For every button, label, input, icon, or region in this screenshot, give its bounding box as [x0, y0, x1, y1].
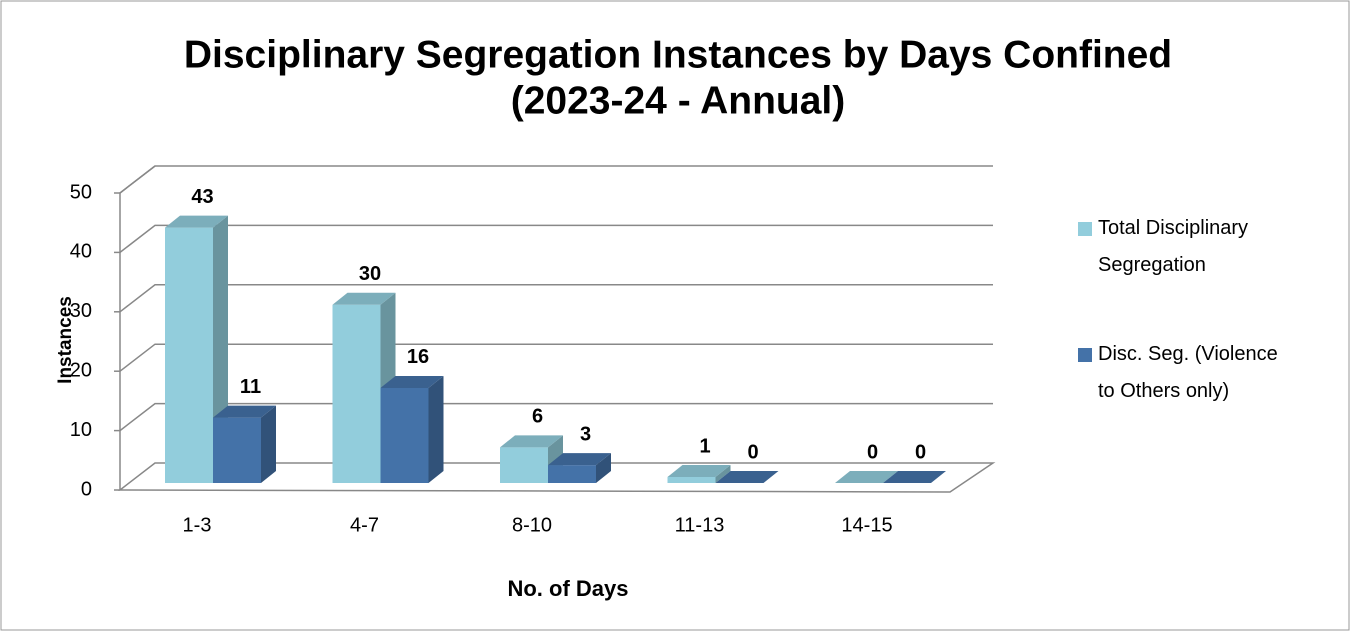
y-tick-label: 10	[70, 419, 92, 441]
grid-line	[119, 343, 993, 372]
bar-face	[213, 405, 276, 418]
bar	[380, 375, 444, 483]
x-tick-label: 1-3	[183, 514, 212, 536]
bar-face	[500, 447, 548, 483]
bar-face	[835, 471, 898, 483]
grid-line	[119, 284, 993, 313]
chart-title: Disciplinary Segregation Instances by Da…	[184, 33, 1172, 76]
bar	[715, 471, 779, 483]
bar	[500, 435, 563, 483]
bar	[667, 465, 731, 483]
y-tick-label: 20	[70, 359, 92, 381]
bar-face	[500, 435, 563, 448]
bar	[883, 471, 946, 483]
data-label: 0	[867, 441, 878, 463]
bar-face	[380, 387, 429, 483]
data-label: 0	[747, 441, 758, 463]
data-label: 16	[407, 346, 429, 368]
legend-label: Disc. Seg. (Violence to Others only)	[1098, 343, 1278, 402]
data-label: 11	[240, 376, 261, 398]
y-tick-label: 0	[81, 478, 92, 500]
bar-face	[715, 471, 779, 483]
grid-line	[119, 402, 993, 432]
legend-swatch	[1078, 348, 1092, 362]
bar-face	[332, 304, 381, 483]
data-label: 30	[359, 263, 381, 285]
y-tick-label: 30	[70, 300, 92, 322]
data-label: 6	[532, 406, 543, 428]
x-axis-title: No. of Days	[507, 576, 628, 601]
x-tick-label: 11-13	[675, 514, 725, 536]
bar	[835, 471, 898, 483]
bar-face	[596, 453, 611, 483]
bar-face	[165, 227, 213, 483]
y-tick-label: 40	[70, 241, 92, 263]
y-tick-label: 50	[70, 181, 92, 203]
bar-face	[667, 477, 716, 483]
data-label: 0	[915, 441, 926, 463]
legend-swatch	[1078, 222, 1092, 236]
bar-face	[548, 465, 596, 483]
x-tick-label: 14-15	[841, 514, 892, 536]
bar-face	[332, 292, 396, 305]
data-label: 1	[699, 435, 710, 457]
bar-face	[428, 375, 444, 483]
bar-face	[165, 215, 228, 228]
floor	[117, 462, 996, 493]
x-tick-label: 8-10	[512, 514, 552, 536]
bar-face	[883, 471, 946, 483]
legend-label: Total Disciplinary Segregation	[1098, 217, 1249, 276]
bar-face	[667, 465, 731, 478]
x-tick-label: 4-7	[350, 514, 379, 536]
data-label: 43	[191, 186, 213, 208]
data-label: 3	[580, 423, 591, 445]
bar-face	[213, 417, 261, 483]
bar-face	[548, 453, 611, 466]
chart-subtitle: (2023-24 - Annual)	[511, 79, 845, 122]
y-axis-title: Instances	[55, 296, 76, 384]
grid-line	[119, 165, 993, 194]
bar-face	[261, 405, 276, 483]
bar	[548, 453, 611, 483]
grid-line	[119, 224, 993, 253]
bar-face	[715, 465, 731, 483]
bar	[213, 405, 276, 483]
bar-face	[380, 375, 444, 388]
